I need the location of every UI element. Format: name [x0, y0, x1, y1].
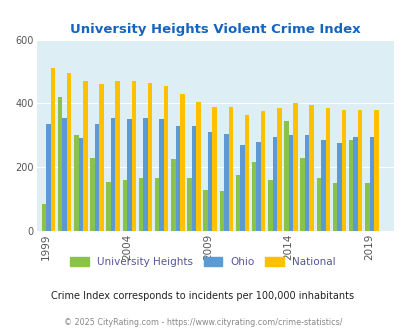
- Bar: [341, 110, 345, 231]
- Bar: [159, 119, 164, 231]
- Bar: [83, 81, 87, 231]
- Bar: [256, 142, 260, 231]
- Bar: [99, 84, 104, 231]
- Bar: [207, 132, 212, 231]
- Bar: [304, 135, 309, 231]
- Bar: [316, 178, 320, 231]
- Bar: [337, 143, 341, 231]
- Bar: [244, 115, 249, 231]
- Bar: [180, 94, 184, 231]
- Bar: [67, 73, 71, 231]
- Bar: [357, 110, 362, 231]
- Bar: [94, 124, 99, 231]
- Bar: [164, 86, 168, 231]
- Bar: [139, 178, 143, 231]
- Bar: [115, 81, 119, 231]
- Bar: [196, 102, 200, 231]
- Bar: [131, 81, 136, 231]
- Bar: [79, 139, 83, 231]
- Bar: [332, 183, 337, 231]
- Bar: [171, 159, 175, 231]
- Bar: [42, 204, 46, 231]
- Bar: [267, 180, 272, 231]
- Bar: [288, 135, 292, 231]
- Bar: [348, 140, 352, 231]
- Bar: [187, 178, 191, 231]
- Bar: [147, 82, 152, 231]
- Bar: [143, 118, 147, 231]
- Bar: [46, 124, 51, 231]
- Bar: [122, 180, 127, 231]
- Bar: [292, 103, 297, 231]
- Bar: [272, 137, 277, 231]
- Bar: [62, 118, 67, 231]
- Bar: [300, 158, 304, 231]
- Legend: University Heights, Ohio, National: University Heights, Ohio, National: [70, 257, 335, 267]
- Bar: [309, 105, 313, 231]
- Bar: [191, 126, 196, 231]
- Bar: [260, 112, 265, 231]
- Bar: [154, 178, 159, 231]
- Bar: [111, 118, 115, 231]
- Bar: [212, 107, 216, 231]
- Bar: [106, 182, 111, 231]
- Bar: [58, 97, 62, 231]
- Bar: [127, 119, 131, 231]
- Bar: [219, 191, 224, 231]
- Title: University Heights Violent Crime Index: University Heights Violent Crime Index: [70, 23, 360, 36]
- Bar: [240, 145, 244, 231]
- Bar: [251, 162, 256, 231]
- Bar: [284, 121, 288, 231]
- Bar: [325, 108, 329, 231]
- Bar: [90, 158, 94, 231]
- Bar: [228, 107, 232, 231]
- Bar: [51, 68, 55, 231]
- Bar: [203, 189, 207, 231]
- Bar: [364, 183, 369, 231]
- Bar: [74, 135, 79, 231]
- Text: © 2025 CityRating.com - https://www.cityrating.com/crime-statistics/: © 2025 CityRating.com - https://www.city…: [64, 318, 341, 327]
- Bar: [235, 175, 240, 231]
- Bar: [320, 140, 325, 231]
- Text: Crime Index corresponds to incidents per 100,000 inhabitants: Crime Index corresponds to incidents per…: [51, 291, 354, 301]
- Bar: [277, 108, 281, 231]
- Bar: [352, 137, 357, 231]
- Bar: [175, 126, 180, 231]
- Bar: [369, 137, 373, 231]
- Bar: [373, 111, 378, 231]
- Bar: [224, 134, 228, 231]
